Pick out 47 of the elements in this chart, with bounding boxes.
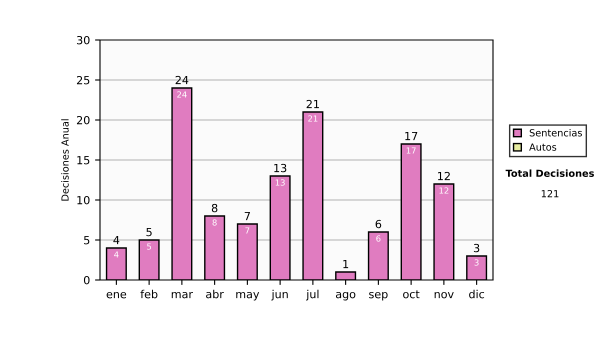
- y-tick-label: 15: [77, 156, 90, 164]
- text: Total Decisiones: [506, 169, 594, 177]
- total-label: 17: [405, 132, 418, 140]
- x-tick-label: oct: [403, 290, 420, 298]
- total-label: 3: [474, 244, 480, 252]
- x-tick-label: ago: [336, 292, 356, 300]
- legend-label: Sentencias: [530, 128, 582, 136]
- data-label: 17: [406, 147, 416, 154]
- x-tick-label: nov: [434, 292, 454, 298]
- x-tick-label: sep: [369, 292, 388, 300]
- data-label: 7: [245, 227, 250, 234]
- total-label: 1: [343, 260, 348, 268]
- y-tick-label: 25: [76, 76, 90, 84]
- total-label: 12: [438, 172, 450, 180]
- x-tick-label: dic: [469, 290, 484, 298]
- y-tick-label: 0: [84, 276, 90, 284]
- x-tick-label: ene: [106, 292, 126, 298]
- total-label: 21: [306, 100, 319, 108]
- data-label: 8: [212, 219, 217, 226]
- x-tick-label: abr: [206, 290, 224, 298]
- y-tick-label: 10: [77, 196, 90, 204]
- data-label: 24: [177, 91, 187, 98]
- data-label: 21: [308, 115, 318, 122]
- total-label: 4: [113, 236, 120, 244]
- x-tick-label: mar: [172, 292, 193, 298]
- x-tick-label: feb: [140, 290, 158, 298]
- y-tick-label: 5: [84, 236, 90, 244]
- x-tick-label: jul: [306, 290, 318, 300]
- data-label: 3: [474, 259, 479, 266]
- y-tick-label: 20: [76, 116, 90, 124]
- total-label: 7: [244, 212, 250, 220]
- total-label: 13: [274, 164, 286, 172]
- total-label: 8: [212, 204, 218, 212]
- y-tick-label: 30: [76, 36, 90, 44]
- x-tick-label: jun: [271, 290, 288, 300]
- text: 121: [542, 190, 558, 198]
- data-label: 12: [439, 187, 448, 194]
- total-label: 5: [146, 228, 152, 236]
- data-label: 4: [114, 251, 119, 258]
- data-label: 6: [376, 235, 380, 242]
- data-label: 13: [276, 179, 285, 186]
- total-label: 6: [376, 220, 382, 228]
- total-label: 24: [176, 76, 188, 84]
- legend-label: Autos: [529, 144, 556, 151]
- x-tick-label: may: [236, 292, 260, 300]
- y-axis-title: Decisiones Anual: [61, 119, 69, 201]
- data-label: 5: [147, 243, 152, 250]
